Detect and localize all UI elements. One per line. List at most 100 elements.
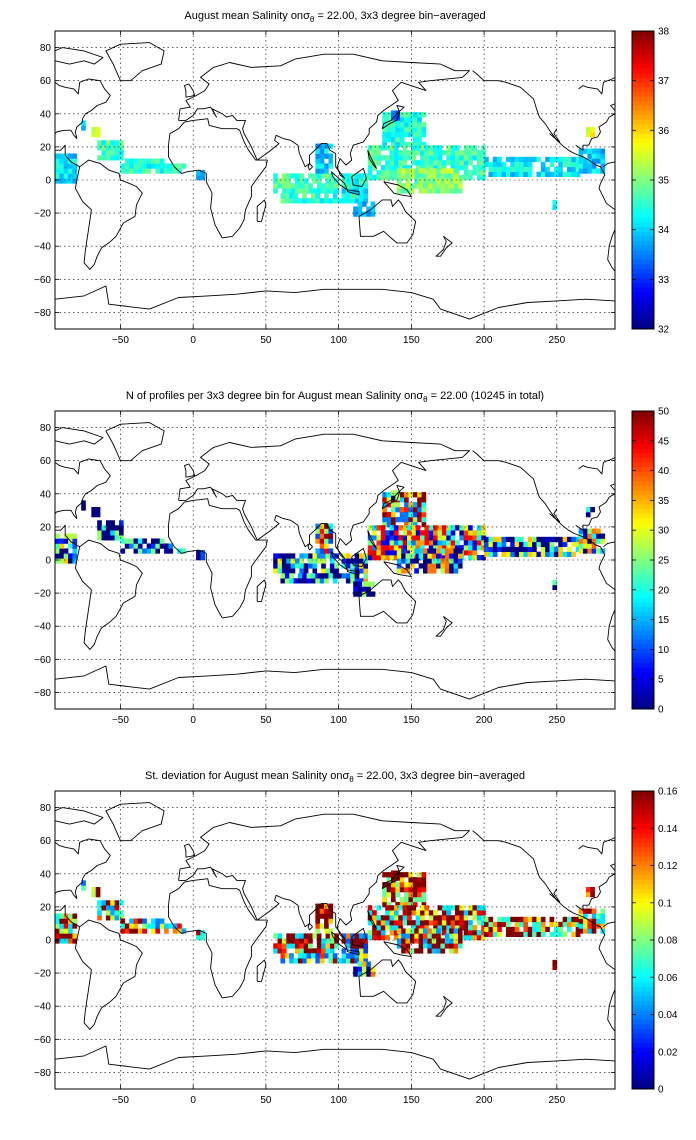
- data-cell: [463, 155, 469, 161]
- data-cell: [505, 546, 511, 553]
- data-cell: [105, 140, 111, 146]
- colorbar-step: [632, 888, 654, 894]
- data-cell: [583, 928, 588, 934]
- data-cell: [341, 953, 347, 959]
- data-cell: [446, 920, 451, 926]
- data-cell: [497, 161, 502, 168]
- data-cell: [164, 168, 169, 174]
- data-cell: [328, 953, 334, 959]
- colorbar-step: [632, 898, 654, 904]
- data-cell: [114, 150, 120, 156]
- data-cell: [455, 920, 460, 926]
- data-cell: [408, 882, 414, 888]
- data-cell: [433, 920, 438, 926]
- data-cell: [399, 901, 405, 908]
- data-cell: [450, 920, 456, 926]
- data-cell: [481, 525, 486, 531]
- data-cell: [427, 558, 433, 564]
- data-cell: [324, 913, 329, 919]
- data-cell: [273, 933, 278, 939]
- data-cell: [398, 150, 403, 156]
- data-cell: [417, 122, 422, 128]
- data-cell: [446, 925, 451, 931]
- data-cell: [418, 553, 424, 559]
- data-cell: [366, 211, 371, 217]
- colorbar-step: [632, 231, 654, 237]
- data-cell: [431, 948, 437, 954]
- data-cell: [359, 193, 364, 199]
- colorbar-step: [632, 532, 654, 538]
- data-cell: [424, 525, 430, 531]
- data-cell: [359, 568, 364, 574]
- data-cell: [315, 903, 321, 909]
- data-cell: [319, 908, 325, 914]
- data-cell: [376, 555, 382, 561]
- colorbar-step: [632, 263, 654, 269]
- caribbean-coast: [575, 493, 615, 531]
- data-cell: [575, 161, 581, 168]
- data-cell: [55, 178, 60, 184]
- data-cell: [596, 913, 601, 919]
- data-cell: [382, 112, 387, 118]
- data-cell: [497, 156, 502, 163]
- data-cell: [63, 938, 69, 944]
- data-cell: [405, 563, 411, 569]
- data-cell: [510, 541, 515, 548]
- data-cell: [72, 158, 78, 164]
- colorbar-step: [632, 91, 654, 97]
- sumatra-coast: [330, 931, 348, 951]
- colorbar-step: [632, 513, 654, 519]
- data-cell: [319, 958, 325, 964]
- data-cell: [312, 173, 318, 179]
- data-cell: [380, 935, 386, 941]
- data-cell: [428, 915, 434, 921]
- data-cell: [280, 958, 286, 964]
- data-cell: [363, 578, 369, 584]
- data-cell: [286, 173, 291, 179]
- data-cell: [319, 528, 325, 534]
- data-cell: [363, 563, 369, 569]
- data-cell: [308, 188, 313, 194]
- data-cell: [110, 915, 115, 921]
- title-text-b: = 22.00, 3x3 degree bin−averaged: [314, 10, 485, 22]
- data-cell: [324, 148, 329, 154]
- data-cell: [591, 148, 597, 154]
- data-cell: [319, 923, 325, 929]
- data-cell: [319, 903, 325, 909]
- colorbar-step: [632, 926, 654, 932]
- data-cell: [124, 928, 130, 934]
- data-cell: [324, 918, 329, 924]
- data-cell: [444, 553, 450, 559]
- data-cell: [303, 563, 309, 569]
- data-cell: [440, 168, 446, 174]
- data-cell: [316, 183, 322, 189]
- data-cell: [302, 198, 307, 204]
- colorbar-step: [632, 305, 654, 311]
- data-cell: [404, 492, 409, 498]
- colorbar-step: [632, 972, 654, 978]
- mexico-gulf: [549, 888, 561, 903]
- data-cell: [519, 931, 524, 937]
- data-cell: [328, 928, 334, 934]
- colorbar-step: [632, 110, 654, 116]
- data-cell: [415, 535, 421, 541]
- data-cell: [411, 530, 417, 536]
- data-cell: [408, 901, 414, 908]
- data-cell: [536, 551, 542, 557]
- data-cell: [415, 160, 421, 166]
- data-cell: [308, 183, 313, 189]
- x-tick-label: 50: [260, 715, 272, 726]
- data-cell: [428, 920, 434, 926]
- x-tick-label: −50: [112, 1095, 129, 1106]
- data-cell: [472, 530, 478, 536]
- colorbar-step: [632, 851, 654, 857]
- colorbar-step: [632, 800, 654, 806]
- data-cell: [587, 923, 593, 929]
- data-cell: [396, 188, 402, 194]
- data-cell: [484, 921, 489, 928]
- title-subscript: θ: [423, 395, 428, 404]
- data-cell: [437, 905, 443, 911]
- colorbar-tick-label: 0: [658, 1085, 664, 1096]
- colorbar-step: [632, 494, 654, 500]
- data-cell: [72, 938, 78, 944]
